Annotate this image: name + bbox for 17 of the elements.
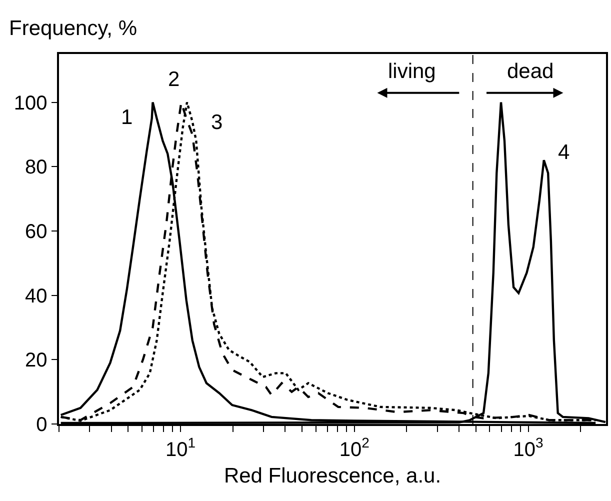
annotation: dead — [507, 60, 554, 83]
y-tick-label: 60 — [25, 220, 48, 243]
x-tick-label: 10$^{3}$ — [513, 434, 544, 461]
y-tick-label: 20 — [25, 350, 48, 372]
y-axis-title: Frequency, % — [9, 17, 137, 40]
annotation: living — [388, 60, 436, 83]
x-axis-title: Red Fluorescence, a.u. — [224, 464, 442, 488]
y-tick-label: 0 — [36, 414, 48, 436]
series-label: 4 — [558, 141, 570, 164]
x-tick-label: 10$^{1}$ — [166, 434, 196, 461]
y-tick-label: 40 — [25, 285, 48, 308]
series-label: 2 — [168, 68, 180, 91]
y-tick-label: 100 — [14, 92, 48, 114]
y-tick-label: 80 — [25, 156, 48, 179]
x-tick-label: 10$^{2}$ — [339, 434, 370, 461]
series-label: 3 — [211, 111, 223, 134]
series-label: 1 — [121, 106, 133, 129]
